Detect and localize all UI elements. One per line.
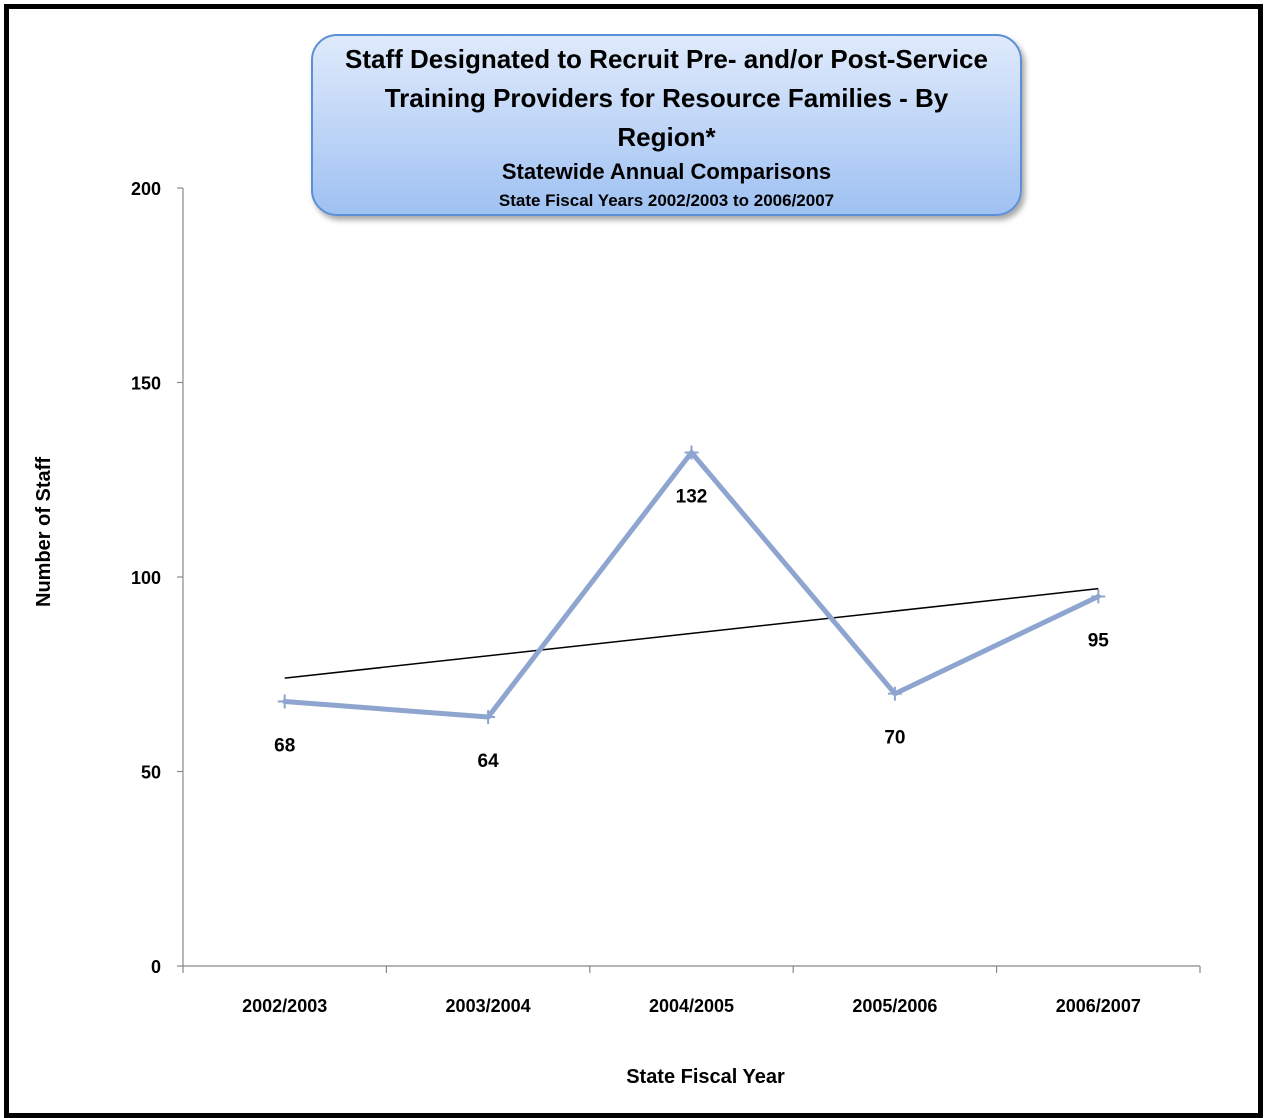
data-label: 70 — [884, 728, 905, 749]
y-tick-label: 50 — [141, 763, 161, 783]
y-tick-label: 100 — [131, 568, 161, 588]
x-tick-label: 2004/2005 — [649, 996, 734, 1016]
data-label: 132 — [676, 487, 708, 508]
data-label: 64 — [478, 751, 500, 772]
chart-title: Staff Designated to Recruit Pre- and/or … — [345, 44, 988, 152]
chart-subtitle: Statewide Annual Comparisons — [501, 159, 832, 184]
x-tick-label: 2003/2004 — [446, 996, 531, 1016]
y-tick-label: 150 — [131, 374, 161, 394]
x-tick-label: 2006/2007 — [1056, 996, 1141, 1016]
data-point-marker — [481, 710, 496, 725]
y-axis-title: Number of Staff — [33, 457, 55, 607]
data-point-marker — [277, 694, 292, 709]
trendline — [284, 587, 1099, 679]
data-point-marker — [1091, 589, 1106, 604]
x-tick-label: 2002/2003 — [242, 996, 327, 1016]
x-axis-title: State Fiscal Year — [626, 1066, 785, 1088]
y-tick-label: 0 — [151, 957, 161, 977]
chart-title-box: Staff Designated to Recruit Pre- and/or … — [311, 34, 1022, 216]
x-tick-label: 2005/2006 — [852, 996, 937, 1016]
chart-subtitle-years: State Fiscal Years 2002/2003 to 2006/200… — [498, 191, 835, 210]
data-label: 95 — [1088, 630, 1110, 651]
data-point-marker — [684, 445, 699, 460]
y-tick-label: 200 — [131, 179, 161, 199]
data-point-marker — [887, 686, 902, 701]
data-label: 68 — [274, 735, 295, 756]
